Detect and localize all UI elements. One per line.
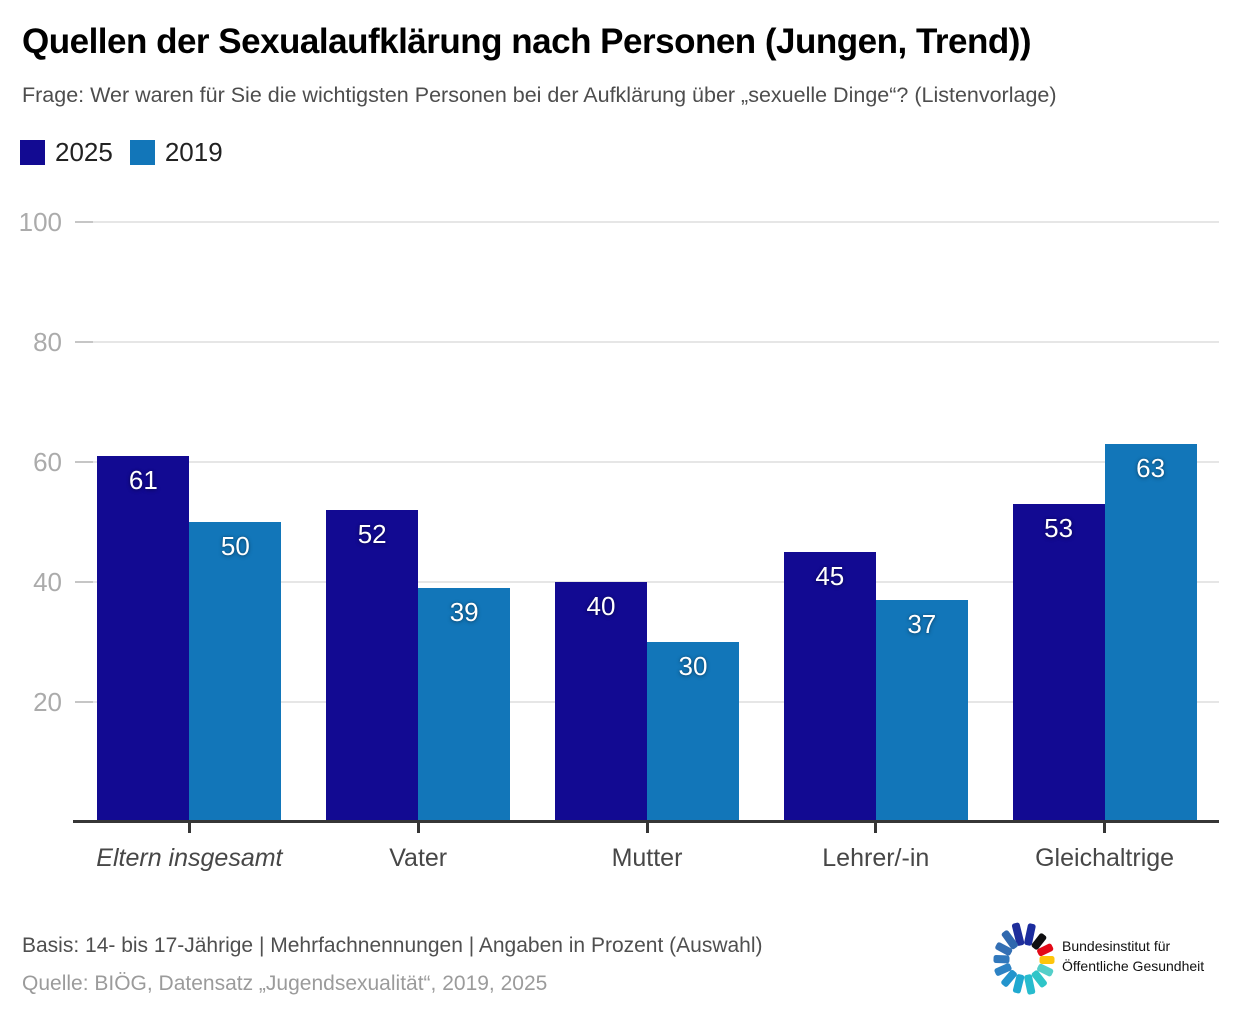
value-label-2019-Lehrer/-in: 37 (907, 609, 937, 639)
bar-2019-Eltern insgesamt (189, 522, 282, 822)
biog-logo-petal-10 (994, 963, 1012, 976)
value-label-2025-Gleichaltrige: 53 (1044, 513, 1074, 543)
biog-logo-petal-5 (1037, 963, 1054, 977)
value-label-2025-Mutter: 40 (586, 591, 616, 621)
legend-item-2025: 2025 (20, 137, 113, 167)
bar-2019-Vater (418, 588, 511, 822)
biog-logo-text: Bundesinstitut für Öffentliche Gesundhei… (1062, 937, 1204, 976)
x-axis-tick-1 (416, 820, 420, 833)
x-axis-tick-3 (874, 820, 878, 833)
biog-logo-petal-12 (995, 942, 1013, 956)
biog-logo-petal-0 (1011, 922, 1025, 946)
gridline-tick-60 (75, 461, 93, 463)
biog-logo-petal-1 (1024, 923, 1036, 946)
bar-2019-Lehrer/-in (875, 600, 968, 822)
y-axis-label-20: 20 (33, 687, 62, 717)
x-axis-tick-0 (187, 820, 191, 833)
bar-2019-Gleichaltrige (1104, 444, 1197, 822)
y-axis-label-40: 40 (33, 567, 62, 597)
biog-logo-text-line1: Bundesinstitut für (1062, 938, 1171, 954)
legend-swatch-2025 (20, 140, 45, 165)
value-label-2019-Eltern insgesamt: 50 (220, 531, 250, 561)
biog-logo-petal-7 (1024, 974, 1036, 995)
chart-subtitle: Frage: Wer waren für Sie die wichtigsten… (22, 83, 1057, 107)
legend-label-2019: 2019 (164, 137, 223, 167)
value-label-2025-Lehrer/-in: 45 (815, 561, 845, 591)
gridline-tick-100 (75, 221, 93, 223)
biog-logo-petal-6 (1031, 970, 1047, 988)
bar-2025-Gleichaltrige (1012, 504, 1105, 822)
gridline-100 (75, 221, 1219, 223)
biog-logo-text-line2: Öffentliche Gesundheit (1062, 957, 1205, 974)
legend-item-2019: 2019 (129, 137, 223, 167)
biog-logo-petal-4 (1039, 956, 1055, 964)
gridline-40 (75, 581, 1219, 583)
biog-logo-petal-9 (1001, 969, 1017, 987)
gridline-80 (75, 341, 1219, 343)
legend: 2025 2019 (20, 137, 223, 167)
bar-2025-Lehrer/-in (783, 552, 876, 822)
value-label-2019-Gleichaltrige: 63 (1136, 453, 1166, 483)
value-label-2025-Eltern insgesamt: 61 (128, 465, 158, 495)
bar-2025-Eltern insgesamt (97, 456, 190, 822)
category-label-Eltern insgesamt: Eltern insgesamt (96, 844, 283, 872)
biog-logo-icon (993, 922, 1055, 995)
biog-logo-petal-8 (1012, 974, 1025, 994)
biog-logo-petal-11 (993, 955, 1010, 964)
footer-source: Quelle: BIÖG, Datensatz „Jugendsexualitä… (22, 972, 548, 995)
bar-2019-Mutter (647, 642, 739, 822)
gridline-tick-20 (75, 701, 93, 703)
category-label-Mutter: Mutter (611, 844, 683, 872)
gridline-60 (75, 461, 1219, 463)
legend-label-2025: 2025 (55, 137, 113, 167)
category-label-Gleichaltrige: Gleichaltrige (1035, 844, 1175, 872)
y-axis-label-60: 60 (33, 447, 62, 477)
gridline-tick-80 (75, 341, 93, 343)
biog-logo-petal-2 (1031, 933, 1047, 950)
footer-basis: Basis: 14- bis 17-Jährige | Mehrfachnenn… (22, 934, 763, 957)
value-label-2019-Vater: 39 (449, 597, 479, 627)
y-axis-label-100: 100 (18, 207, 62, 237)
value-label-2019-Mutter: 30 (678, 651, 708, 681)
bar-2025-Vater (326, 510, 419, 822)
y-axis-label-80: 80 (33, 327, 62, 357)
legend-swatch-2019 (129, 140, 155, 165)
chart-title: Quellen der Sexualaufklärung nach Person… (22, 22, 1032, 61)
category-label-Lehrer/-in: Lehrer/-in (822, 844, 930, 872)
x-axis-tick-2 (645, 820, 649, 833)
gridline-tick-40 (75, 581, 93, 583)
biog-logo-petal-3 (1037, 943, 1054, 957)
bar-2025-Mutter (555, 582, 647, 822)
biog-logo-petal-13 (1001, 930, 1018, 950)
category-label-Vater: Vater (389, 844, 448, 872)
value-label-2025-Vater: 52 (357, 519, 387, 549)
x-axis-tick-4 (1103, 820, 1107, 833)
